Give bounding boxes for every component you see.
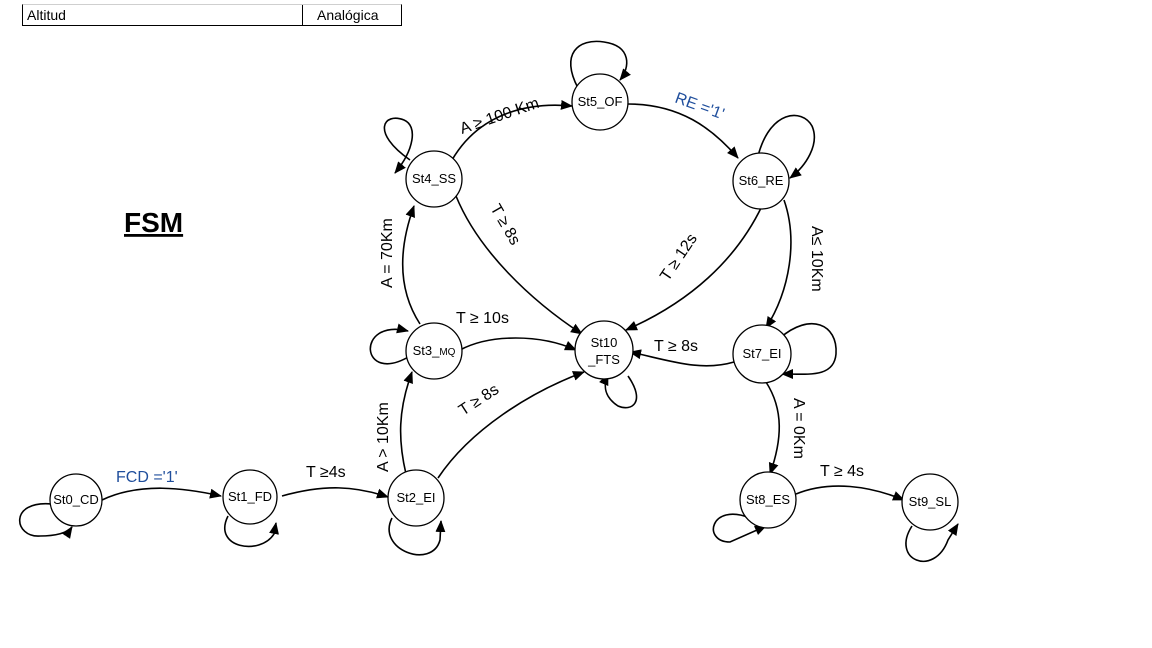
label-t1-2: T ≥4s xyxy=(306,464,346,481)
label-t6-7: A≤ 10Km xyxy=(808,226,825,292)
edge-st3-st10 xyxy=(459,337,577,351)
edge-st4-st5 xyxy=(451,99,573,161)
self-loop-st5 xyxy=(569,40,631,89)
edge-st7-st10 xyxy=(629,349,735,367)
state-st4-label: St4_SS xyxy=(412,171,456,186)
self-loop-st8 xyxy=(712,513,767,543)
state-st7: St7_EI xyxy=(732,324,792,384)
state-st10-label-line1: St10 xyxy=(591,335,618,350)
state-st2-label: St2_EI xyxy=(396,490,435,505)
label-t7-10: T ≥ 8s xyxy=(654,338,698,355)
state-st8: St8_ES xyxy=(739,471,797,529)
label-t2-3: A > 10Km xyxy=(375,402,392,472)
edge-st5-st6 xyxy=(627,103,739,159)
label-t6-10: T ≥ 12s xyxy=(657,231,701,284)
state-st0: St0_CD xyxy=(49,473,103,527)
self-loop-st3 xyxy=(369,323,411,365)
self-loop-st10 xyxy=(599,373,638,409)
state-st5-label: St5_OF xyxy=(578,94,623,109)
state-st0-label: St0_CD xyxy=(53,492,99,507)
state-st8-label: St8_ES xyxy=(746,492,790,507)
self-loop-st2 xyxy=(388,517,446,556)
state-st7-label: St7_EI xyxy=(742,346,781,361)
edge-st8-st9 xyxy=(795,485,905,501)
table-cell-analogica: Analógica xyxy=(317,7,379,23)
edge-st2-st3 xyxy=(399,371,413,475)
edge-st1-st2 xyxy=(281,487,389,499)
state-st4: St4_SS xyxy=(405,150,463,208)
self-loop-st1 xyxy=(224,515,279,548)
state-st6: St6_RE xyxy=(732,152,790,210)
edge-st2-st10 xyxy=(437,371,585,479)
self-loop-st4 xyxy=(383,117,414,174)
fsm-title: FSM xyxy=(124,207,183,238)
edge-st7-st8 xyxy=(765,381,781,475)
label-t2-10: T ≥ 8s xyxy=(456,381,502,419)
label-t7-8: A = 0Km xyxy=(790,398,807,459)
label-t3-10: T ≥ 10s xyxy=(456,310,509,327)
self-loop-st7 xyxy=(779,322,837,380)
state-st10: St10 _FTS xyxy=(574,320,634,380)
label-t5-6: RE ='1' xyxy=(673,90,727,123)
state-st3-main: St3_ xyxy=(413,343,441,358)
edge-st6-st7 xyxy=(765,199,792,329)
header-table-row: Altitud Analógica xyxy=(22,4,402,26)
state-st3: St3_MQ xyxy=(405,322,463,380)
edge-st6-st10 xyxy=(625,205,763,331)
self-loop-st9 xyxy=(905,523,959,563)
self-loop-st0 xyxy=(18,503,73,539)
state-st9-label: St9_SL xyxy=(909,494,952,509)
label-t4-5: A ≥ 100 Km xyxy=(458,95,542,138)
state-st3-label: St3_MQ xyxy=(413,343,456,358)
edge-st0-st1 xyxy=(101,487,222,501)
state-st6-label: St6_RE xyxy=(739,173,784,188)
state-st3-sub: MQ xyxy=(439,347,455,358)
label-t8-9: T ≥ 4s xyxy=(820,463,864,480)
edge-st4-st10 xyxy=(455,195,583,335)
table-cell-altitud: Altitud xyxy=(23,5,303,25)
state-st10-label-line2: _FTS xyxy=(587,352,620,367)
self-loop-st6 xyxy=(757,114,816,179)
state-st9: St9_SL xyxy=(901,473,959,531)
edge-st3-st4 xyxy=(401,205,421,325)
label-t3-4: A = 70Km xyxy=(379,218,396,288)
state-st1: St1_FD xyxy=(222,469,278,525)
state-st1-label: St1_FD xyxy=(228,489,272,504)
state-st5: St5_OF xyxy=(571,73,629,131)
label-t0-1: FCD ='1' xyxy=(116,469,178,486)
state-st2: St2_EI xyxy=(387,469,445,527)
label-t4-10: T ≥ 8s xyxy=(487,202,524,249)
